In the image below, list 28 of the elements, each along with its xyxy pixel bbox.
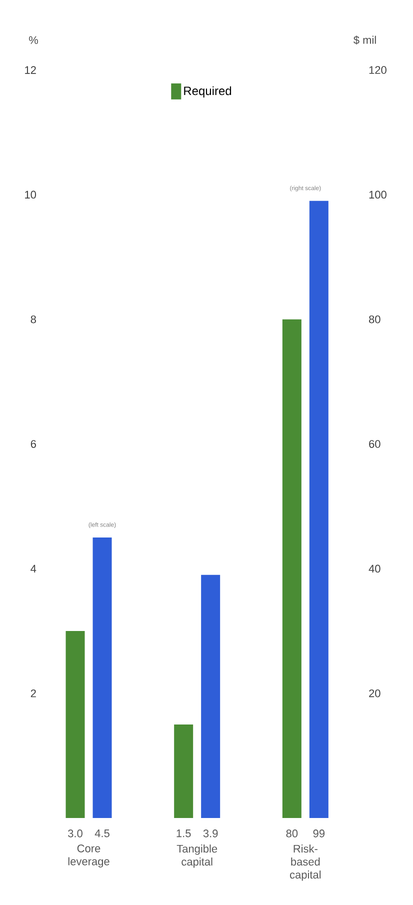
data-label: 4.5: [94, 830, 110, 838]
data-label: 99: [313, 830, 325, 838]
y-tick-label: 6: [30, 440, 36, 448]
bar: [66, 630, 85, 818]
data-label: 3.9: [203, 830, 218, 838]
y-tick-label: 4: [30, 564, 36, 572]
data-label: 3.0: [68, 830, 82, 838]
y2-tick-label: 80: [369, 315, 380, 324]
y-tick-label: 8: [30, 315, 36, 324]
y2-tick-label: 20: [369, 689, 380, 698]
y-tick-label: 10: [25, 190, 36, 199]
x-tick-label: Tangible capital: [176, 844, 218, 868]
y-tick-label: 12: [25, 66, 36, 74]
y-axis-title: %: [29, 36, 38, 44]
y2-tick-label: 120: [369, 66, 386, 74]
data-label: 80: [286, 830, 298, 838]
bar: [92, 537, 112, 818]
x-tick-label: Risk-based capital: [290, 844, 321, 881]
y2-axis-title: $ mil: [354, 36, 376, 45]
y2-tick-label: 100: [369, 190, 386, 199]
bar: [174, 724, 194, 818]
bar: [201, 574, 220, 818]
data-label: 1.5: [176, 830, 191, 838]
legend-label: Required: [184, 86, 232, 98]
x-tick-label: Core leverage: [68, 844, 110, 868]
y-tick-label: 2: [30, 690, 36, 698]
y2-tick-label: 40: [368, 564, 380, 573]
y2-tick-label: 60: [369, 440, 380, 448]
